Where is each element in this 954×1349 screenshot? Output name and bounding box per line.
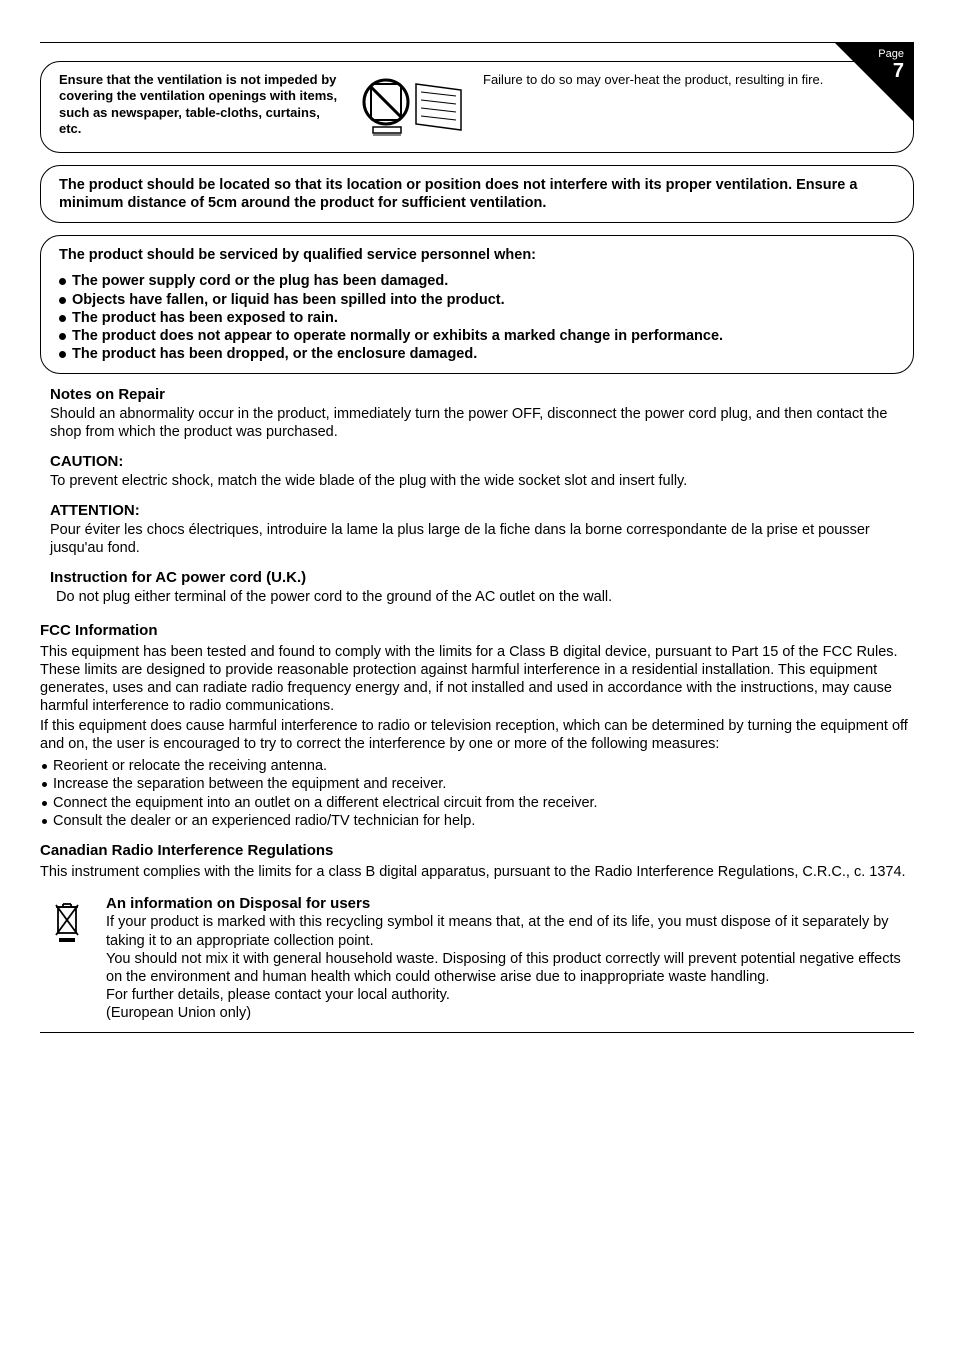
service-item-text: The power supply cord or the plug has be…: [72, 272, 448, 290]
bullet-icon: [42, 782, 47, 787]
caution-heading: CAUTION:: [50, 453, 904, 472]
fcc-heading: FCC Information: [40, 622, 914, 641]
page-number-value: 7: [878, 60, 904, 82]
ac-cord-section: Instruction for AC power cord (U.K.) Do …: [50, 569, 904, 606]
disposal-section: An information on Disposal for users If …: [40, 895, 914, 1034]
service-item: The product does not appear to operate n…: [59, 327, 895, 345]
bullet-icon: [59, 297, 66, 304]
attention-section: ATTENTION: Pour éviter les chocs électri…: [50, 502, 904, 557]
bullet-icon: [59, 333, 66, 340]
location-warning-text: The product should be located so that it…: [59, 176, 895, 212]
disposal-p4: (European Union only): [106, 1004, 904, 1022]
repair-section: Notes on Repair Should an abnormality oc…: [50, 386, 904, 441]
canadian-section: Canadian Radio Interference Regulations …: [40, 842, 914, 881]
bullet-icon: [59, 351, 66, 358]
fcc-item-text: Connect the equipment into an outlet on …: [53, 794, 598, 812]
disposal-p2: You should not mix it with general house…: [106, 950, 904, 986]
ac-cord-body: Do not plug either terminal of the power…: [50, 588, 904, 606]
service-item: The product has been exposed to rain.: [59, 309, 895, 327]
service-item-text: The product has been exposed to rain.: [72, 309, 338, 327]
fcc-item: Reorient or relocate the receiving anten…: [42, 757, 914, 775]
fcc-item-text: Consult the dealer or an experienced rad…: [53, 812, 475, 830]
attention-body: Pour éviter les chocs électriques, intro…: [50, 521, 904, 557]
service-item-text: Objects have fallen, or liquid has been …: [72, 291, 505, 309]
disposal-text: An information on Disposal for users If …: [106, 895, 904, 1023]
service-item: The power supply cord or the plug has be…: [59, 272, 895, 290]
ac-cord-heading: Instruction for AC power cord (U.K.): [50, 569, 904, 588]
service-item: Objects have fallen, or liquid has been …: [59, 291, 895, 309]
location-warning-box: The product should be located so that it…: [40, 165, 914, 223]
top-divider: [40, 42, 914, 43]
canadian-body: This instrument complies with the limits…: [40, 863, 914, 881]
service-item-text: The product has been dropped, or the enc…: [72, 345, 477, 363]
weee-icon: [50, 895, 88, 950]
ventilation-warning-box: Ensure that the ventilation is not imped…: [40, 61, 914, 153]
fcc-list: Reorient or relocate the receiving anten…: [42, 757, 914, 830]
fcc-para2: If this equipment does cause harmful int…: [40, 717, 914, 753]
repair-heading: Notes on Repair: [50, 386, 904, 405]
service-heading: The product should be serviced by qualif…: [59, 246, 895, 264]
canadian-heading: Canadian Radio Interference Regulations: [40, 842, 914, 861]
page-label: Page: [878, 48, 904, 60]
service-list: The power supply cord or the plug has be…: [59, 272, 895, 363]
fcc-para1: This equipment has been tested and found…: [40, 643, 914, 716]
fcc-section: FCC Information This equipment has been …: [40, 622, 914, 830]
page: Page 7 Ensure that the ventilation is no…: [40, 42, 914, 1033]
no-cover-icon: [351, 72, 471, 142]
disposal-p1: If your product is marked with this recy…: [106, 913, 904, 949]
bullet-icon: [42, 801, 47, 806]
service-item-text: The product does not appear to operate n…: [72, 327, 723, 345]
bullet-icon: [59, 315, 66, 322]
bullet-icon: [42, 819, 47, 824]
ventilation-warning-left: Ensure that the ventilation is not imped…: [59, 72, 339, 137]
service-item: The product has been dropped, or the enc…: [59, 345, 895, 363]
page-number: Page 7: [878, 48, 904, 82]
repair-body: Should an abnormality occur in the produ…: [50, 405, 904, 441]
fcc-item: Consult the dealer or an experienced rad…: [42, 812, 914, 830]
attention-heading: ATTENTION:: [50, 502, 904, 521]
bullet-icon: [59, 278, 66, 285]
fcc-item-text: Increase the separation between the equi…: [53, 775, 446, 793]
caution-section: CAUTION: To prevent electric shock, matc…: [50, 453, 904, 490]
fcc-item-text: Reorient or relocate the receiving anten…: [53, 757, 327, 775]
fcc-item: Increase the separation between the equi…: [42, 775, 914, 793]
disposal-heading: An information on Disposal for users: [106, 895, 904, 914]
disposal-p3: For further details, please contact your…: [106, 986, 904, 1004]
caution-body: To prevent electric shock, match the wid…: [50, 472, 904, 490]
bullet-icon: [42, 764, 47, 769]
service-box: The product should be serviced by qualif…: [40, 235, 914, 374]
fcc-item: Connect the equipment into an outlet on …: [42, 794, 914, 812]
